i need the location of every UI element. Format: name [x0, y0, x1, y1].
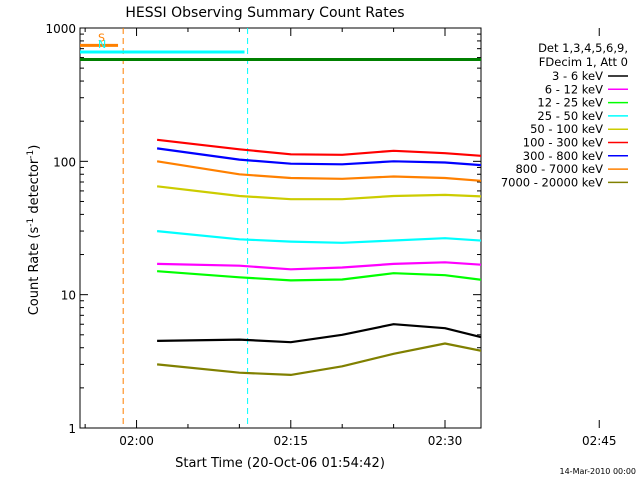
x-axis-label: Start Time (20-Oct-06 01:54:42) — [175, 456, 385, 471]
flag-label: N — [98, 38, 106, 51]
series-line — [156, 147, 481, 167]
series-line — [156, 230, 481, 244]
y-axis-label: Count Rate (s-1 detector-1) — [26, 145, 42, 316]
legend-header-2: FDecim 1, Att 0 — [539, 55, 628, 69]
y-tick-label: 10 — [61, 289, 76, 303]
legend-label: 25 - 50 keV — [537, 109, 603, 123]
footer-date: 14-Mar-2010 00:00 — [560, 467, 637, 476]
legend-label: 3 - 6 keV — [552, 69, 603, 83]
x-tick-label: 02:45 — [582, 434, 617, 448]
legend-label: 300 - 800 keV — [523, 149, 603, 163]
legend-label: 50 - 100 keV — [530, 122, 603, 136]
chart-title: HESSI Observing Summary Count Rates — [125, 5, 404, 21]
series-line — [156, 160, 481, 182]
legend-header-1: Det 1,3,4,5,6,9, — [538, 41, 628, 55]
y-tick-label: 100 — [53, 155, 76, 169]
series-line — [157, 270, 481, 282]
y-tick-label: 1 — [68, 422, 76, 436]
x-tick-label: 02:00 — [119, 434, 154, 448]
series-line — [157, 323, 481, 344]
plot-frame — [79, 27, 482, 429]
legend-label: 800 - 7000 keV — [515, 162, 603, 176]
legend-label: 100 - 300 keV — [523, 136, 603, 150]
legend-label: 7000 - 20000 keV — [501, 175, 603, 189]
legend: Det 1,3,4,5,6,9, FDecim 1, Att 0 3 - 6 k… — [501, 41, 628, 189]
series-line — [156, 185, 481, 201]
x-tick-label: 02:15 — [273, 434, 308, 448]
x-tick-label: 02:30 — [428, 434, 463, 448]
legend-label: 6 - 12 keV — [545, 82, 603, 96]
series-line — [156, 342, 481, 376]
flag-label: S — [98, 31, 105, 44]
series-line — [156, 138, 481, 157]
y-tick-label: 1000 — [45, 22, 76, 36]
legend-label: 12 - 25 keV — [537, 96, 603, 110]
series-line — [157, 261, 481, 271]
